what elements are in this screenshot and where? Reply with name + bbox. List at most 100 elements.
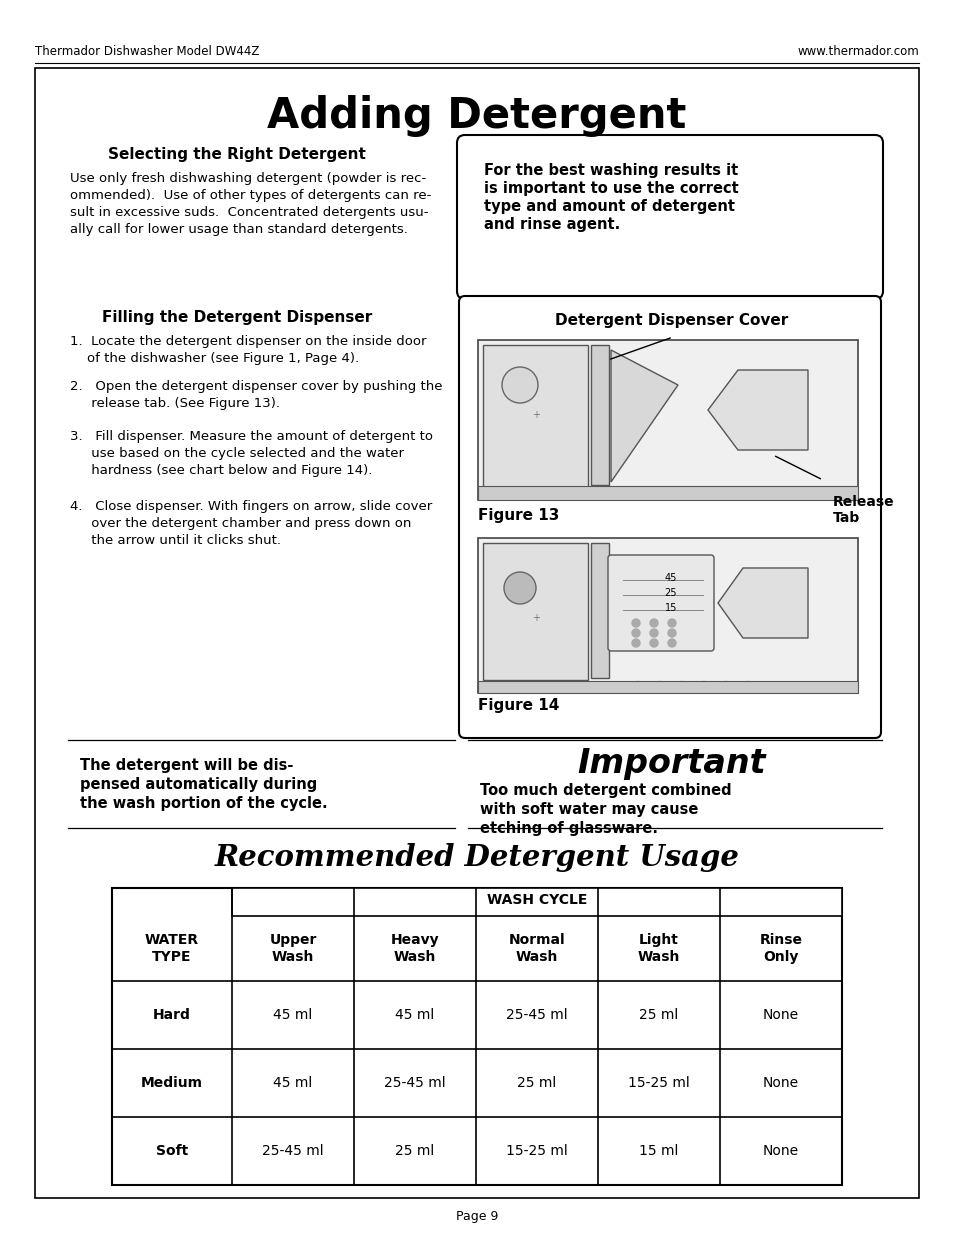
Text: +: + [532,410,539,420]
Circle shape [721,488,729,496]
Circle shape [649,619,658,627]
Text: etching of glassware.: etching of glassware. [479,821,658,836]
Circle shape [634,488,641,496]
Text: 3.   Fill dispenser. Measure the amount of detergent to: 3. Fill dispenser. Measure the amount of… [70,430,433,443]
Circle shape [678,682,685,688]
Bar [477,487,857,500]
Text: Heavy
Wash: Heavy Wash [391,934,438,963]
Text: +: + [532,613,539,622]
Text: the arrow until it clicks shut.: the arrow until it clicks shut. [70,534,281,547]
Text: use based on the cycle selected and the water: use based on the cycle selected and the … [70,447,403,459]
Text: 25 ml: 25 ml [517,1076,556,1091]
Circle shape [743,488,751,496]
Text: 1.  Locate the detergent dispenser on the inside door: 1. Locate the detergent dispenser on the… [70,335,426,348]
Text: 4.   Close dispenser. With fingers on arrow, slide cover: 4. Close dispenser. With fingers on arro… [70,500,432,513]
Text: Rinse
Only: Rinse Only [759,934,801,963]
FancyBboxPatch shape [607,555,713,651]
Text: 15 ml: 15 ml [639,1144,678,1158]
Bar [482,543,587,680]
Text: Medium: Medium [141,1076,203,1091]
Circle shape [743,682,751,688]
Text: of the dishwasher (see Figure 1, Page 4).: of the dishwasher (see Figure 1, Page 4)… [70,352,358,366]
Circle shape [503,572,536,604]
Text: 25-45 ml: 25-45 ml [506,1008,567,1023]
Bar [590,543,608,678]
Text: is important to use the correct: is important to use the correct [483,182,738,196]
Text: Soft: Soft [155,1144,188,1158]
Text: Too much detergent combined: Too much detergent combined [479,783,731,798]
Bar [477,538,857,693]
Text: Figure 14: Figure 14 [477,698,558,713]
Text: www.thermador.com: www.thermador.com [797,44,918,58]
Text: 15-25 ml: 15-25 ml [627,1076,689,1091]
Text: Detergent Dispenser Cover: Detergent Dispenser Cover [555,312,788,329]
Text: type and amount of detergent: type and amount of detergent [483,199,734,214]
Text: pensed automatically during: pensed automatically during [80,777,317,792]
Polygon shape [718,568,807,638]
Text: 45 ml: 45 ml [395,1008,435,1023]
FancyBboxPatch shape [456,135,882,299]
Text: release tab. (See Figure 13).: release tab. (See Figure 13). [70,396,280,410]
Text: Filling the Detergent Dispenser: Filling the Detergent Dispenser [102,310,372,325]
Text: ally call for lower usage than standard detergents.: ally call for lower usage than standard … [70,224,408,236]
Text: 2.   Open the detergent dispenser cover by pushing the: 2. Open the detergent dispenser cover by… [70,380,442,393]
Circle shape [700,682,707,688]
Circle shape [631,619,639,627]
Circle shape [700,488,707,496]
Text: Figure 13: Figure 13 [477,508,558,522]
Text: Light
Wash: Light Wash [638,934,679,963]
Text: 45: 45 [664,573,677,583]
Circle shape [667,619,676,627]
Text: None: None [762,1008,799,1023]
Circle shape [634,682,640,688]
Text: the wash portion of the cycle.: the wash portion of the cycle. [80,797,327,811]
Circle shape [631,629,639,637]
Polygon shape [707,370,807,450]
Text: 25 ml: 25 ml [395,1144,435,1158]
Bar [590,345,608,485]
Text: sult in excessive suds.  Concentrated detergents usu-: sult in excessive suds. Concentrated det… [70,206,428,219]
Text: over the detergent chamber and press down on: over the detergent chamber and press dow… [70,517,411,530]
FancyBboxPatch shape [458,296,880,739]
Text: 45 ml: 45 ml [274,1008,313,1023]
Text: Important: Important [578,747,765,781]
Text: Recommended Detergent Usage: Recommended Detergent Usage [214,844,739,872]
Text: Normal
Wash: Normal Wash [508,934,565,963]
Text: Upper
Wash: Upper Wash [269,934,316,963]
Text: Page 9: Page 9 [456,1210,497,1223]
Circle shape [649,629,658,637]
Text: 25: 25 [664,588,677,598]
Bar [477,680,857,693]
Bar [482,345,587,487]
Text: 25 ml: 25 ml [639,1008,678,1023]
Text: ommended).  Use of other types of detergents can re-: ommended). Use of other types of deterge… [70,189,431,203]
Text: hardness (see chart below and Figure 14).: hardness (see chart below and Figure 14)… [70,464,372,477]
Circle shape [667,629,676,637]
Circle shape [667,638,676,647]
Circle shape [501,367,537,403]
Text: 15: 15 [664,603,677,613]
Text: 25-45 ml: 25-45 ml [262,1144,323,1158]
Text: 25-45 ml: 25-45 ml [384,1076,445,1091]
Text: Thermador Dishwasher Model DW44Z: Thermador Dishwasher Model DW44Z [35,44,259,58]
Circle shape [656,682,662,688]
Bar [477,340,857,500]
Text: and rinse agent.: and rinse agent. [483,217,619,232]
Text: WASH CYCLE: WASH CYCLE [486,893,587,906]
Text: None: None [762,1144,799,1158]
Text: For the best washing results it: For the best washing results it [483,163,738,178]
Text: Selecting the Right Detergent: Selecting the Right Detergent [108,147,366,162]
Text: Hard: Hard [152,1008,191,1023]
Circle shape [678,488,685,496]
Circle shape [721,682,729,688]
Text: with soft water may cause: with soft water may cause [479,802,698,818]
Circle shape [631,638,639,647]
Text: The detergent will be dis-: The detergent will be dis- [80,758,294,773]
Text: Adding Detergent: Adding Detergent [267,95,686,137]
Bar [112,888,841,1186]
Text: 15-25 ml: 15-25 ml [506,1144,567,1158]
Polygon shape [610,350,678,482]
Text: WATER
TYPE: WATER TYPE [145,934,199,963]
Text: None: None [762,1076,799,1091]
Circle shape [649,638,658,647]
